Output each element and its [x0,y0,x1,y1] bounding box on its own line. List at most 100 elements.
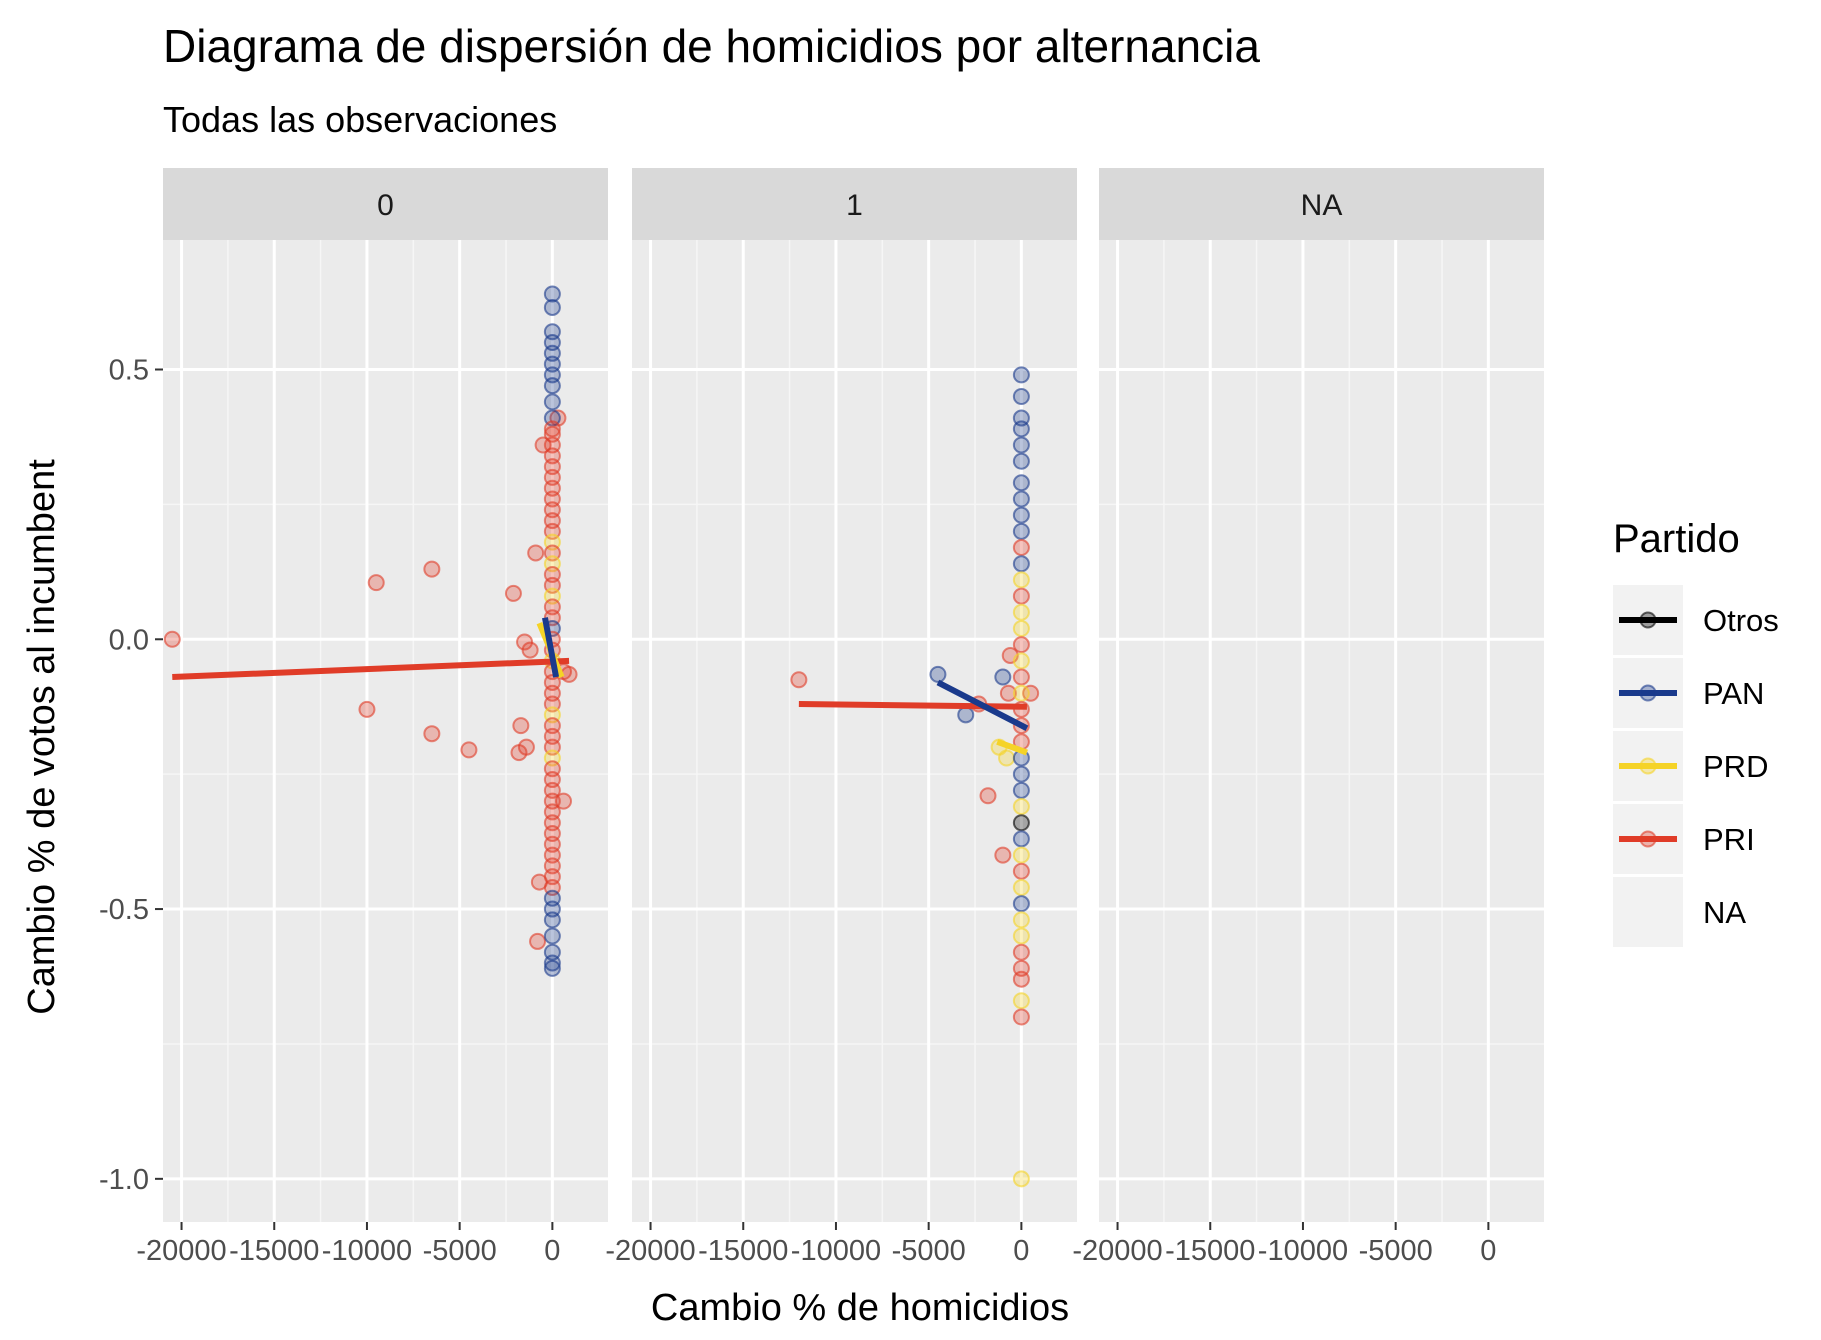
legend-item-na: NA [1613,877,1746,947]
legend-item-otros: Otros [1613,585,1779,655]
data-point-prd [1012,1170,1030,1188]
data-point-prd [1012,927,1030,945]
data-point-pan [957,706,975,724]
data-point-pan [1012,366,1030,384]
data-point-pri [527,544,545,562]
facet-strip-label: 0 [377,189,394,222]
data-point-pan [543,285,561,303]
x-tick-label: -15000 [229,1235,319,1267]
data-point-pan [543,298,561,316]
legend-item-pri: PRI [1613,804,1755,874]
data-point-pan [1012,781,1030,799]
data-point-prd [1012,878,1030,896]
data-point-pri [1012,1008,1030,1026]
data-point-prd [1012,571,1030,589]
x-tick-label: 0 [1013,1235,1029,1267]
x-tick-label: 0 [544,1235,560,1267]
data-point-prd [998,749,1016,767]
legend-item-pan: PAN [1613,658,1764,728]
panel-background [163,240,608,1222]
trend-line-prd [996,738,1028,756]
data-point-pri [1012,943,1030,961]
trend-line-pan [936,679,1029,731]
data-point-prd [1012,603,1030,621]
data-point-pri [1012,668,1030,686]
data-point-pan [543,954,561,972]
facet-panel-NA: NA -20000 -15000 -10000 -5000 0 [1072,168,1544,1267]
data-point-pri [358,700,376,718]
data-point-pri [543,420,561,438]
data-point-pri [504,584,522,602]
data-point-pan [1012,765,1030,783]
data-point-prd [1012,684,1030,702]
facet-panel-0: 0 -20000 -15000 -10000 -5000 0 [136,168,608,1267]
chart-subtitle: Todas las observaciones [163,99,557,140]
x-tick-label: -10000 [1258,1235,1348,1267]
legend-key-point [1639,684,1657,702]
data-point-pri [979,787,997,805]
y-tick-label: -0.5 [99,894,149,926]
facet-panel-1: 1 -20000 -15000 -10000 -5000 0 [605,168,1077,1267]
data-point-pan [1012,452,1030,470]
legend-key-point [1639,830,1657,848]
data-point-pri [1012,539,1030,557]
data-point-pri [512,717,530,735]
x-tick-label: -20000 [605,1235,695,1267]
data-point-pri [423,725,441,743]
data-point-pan [1012,420,1030,438]
data-point-pri [560,665,578,683]
data-point-pan [1012,387,1030,405]
trend-line-pri [172,657,570,681]
legend-key-background [1613,877,1683,947]
y-axis: 0.5 0.0 -0.5 -1.0 [99,354,163,1196]
data-point-prd [1012,992,1030,1010]
x-tick-label: -10000 [791,1235,881,1267]
chart-title: Diagrama de dispersión de homicidios por… [163,20,1260,72]
y-tick-label: -1.0 [99,1164,149,1196]
data-point-pan [543,927,561,945]
y-tick-label: 0.0 [109,624,149,656]
facet-panels: 0-20000 -15000 -10000 -5000 01-20000 -15000 -1… [136,168,1544,1267]
y-axis-label: Cambio % de votos al incumbent [21,459,63,1015]
data-point-pan [1012,490,1030,508]
x-tick-label: -5000 [892,1235,966,1267]
data-point-pri [1012,587,1030,605]
x-tick-label: 0 [1480,1235,1496,1267]
data-point-pri [1012,636,1030,654]
facet-strip-label: 1 [846,189,863,222]
data-point-pan [1012,830,1030,848]
facet-strip [163,168,608,240]
data-point-pan [543,377,561,395]
data-point-otros [1012,814,1030,832]
legend-label: PRD [1703,749,1768,784]
x-tick-label: -5000 [1359,1235,1433,1267]
facet-strip [1099,168,1544,240]
legend-label: Otros [1703,603,1779,638]
x-tick-label: -10000 [322,1235,412,1267]
data-point-pan [1012,522,1030,540]
legend-key-point [1639,757,1657,775]
data-point-prd [1012,846,1030,864]
legend-item-prd: PRD [1613,731,1768,801]
data-point-pan [1012,506,1030,524]
legend: Partido Otros PAN PRD PRI NA [1613,517,1779,947]
data-point-pri [423,560,441,578]
facet-strip [632,168,1077,240]
data-point-pan [1012,895,1030,913]
data-point-pan [543,911,561,929]
legend-label: PAN [1703,676,1764,711]
x-tick-label: -20000 [1072,1235,1162,1267]
data-point-pri [1012,970,1030,988]
panel-background [632,240,1077,1222]
data-point-pan [1012,436,1030,454]
x-axis-label: Cambio % de homicidios [651,1287,1069,1329]
data-point-pri [163,630,181,648]
legend-title: Partido [1613,517,1740,561]
x-tick-label: -15000 [698,1235,788,1267]
data-point-prd [1012,911,1030,929]
data-point-pri [460,741,478,759]
data-point-pri [790,671,808,689]
y-tick-label: 0.5 [109,354,149,386]
data-point-pri [367,574,385,592]
data-point-pan [1012,474,1030,492]
